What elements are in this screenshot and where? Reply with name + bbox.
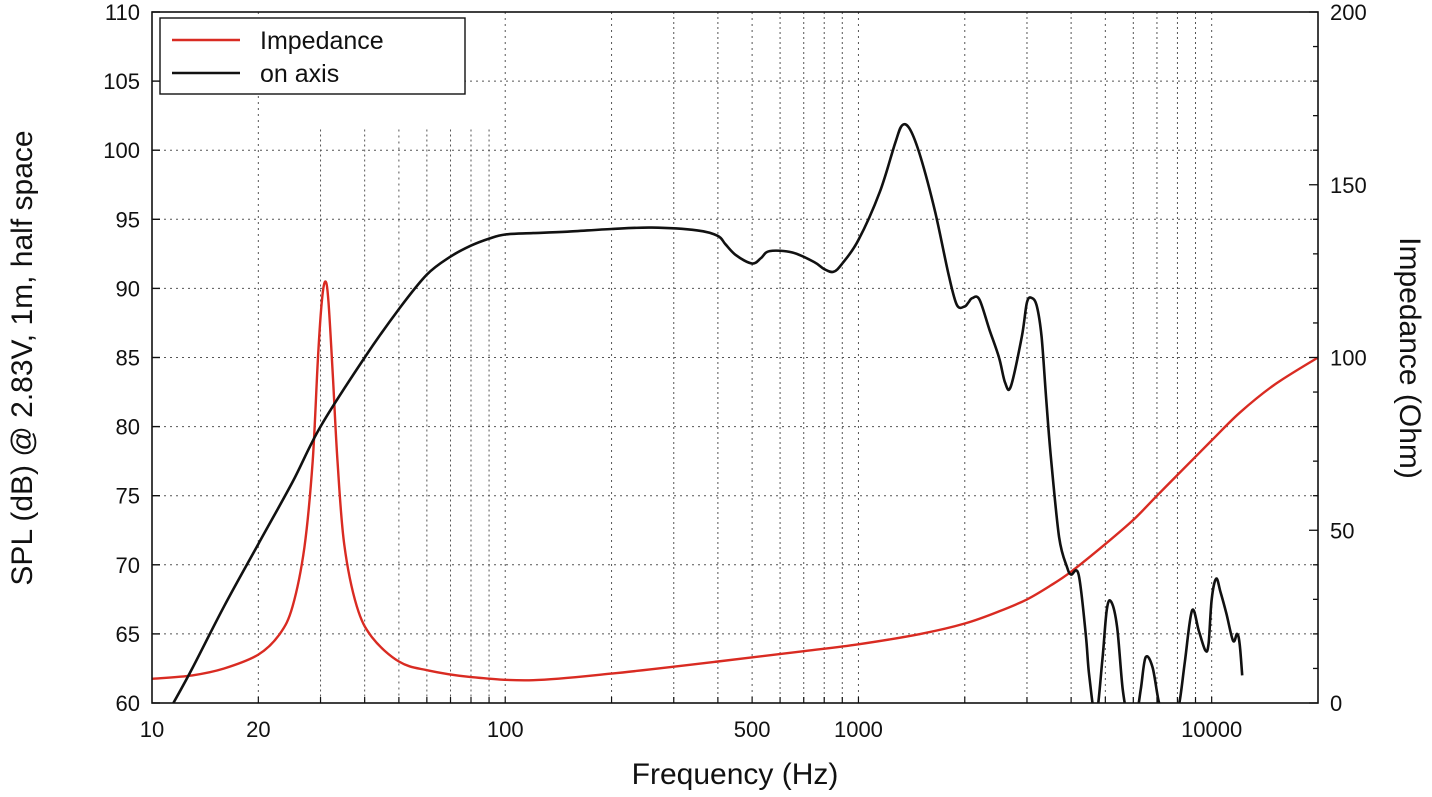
y-tick-label: 100 (103, 138, 140, 163)
grid (152, 12, 1318, 703)
y2-tick-label: 50 (1330, 518, 1354, 543)
x-tick-label: 100 (487, 717, 524, 742)
legend: Impedance on axis (159, 17, 466, 95)
y2-tick-label: 150 (1330, 173, 1367, 198)
y-tick-label: 105 (103, 69, 140, 94)
impedance-line (152, 280, 1318, 682)
legend-label-impedance: Impedance (260, 27, 384, 55)
y2-tick-label: 100 (1330, 346, 1367, 371)
on-axis-line (172, 122, 1244, 703)
y2-tick-label: 0 (1330, 691, 1342, 716)
tick-layer: 60 65 70 75 80 85 90 95 100 105 110 0 50 100 150 200 10 2… (103, 0, 1366, 742)
y-tick-label: 90 (116, 276, 140, 301)
y-tick-label: 110 (105, 0, 140, 25)
legend-box (159, 17, 466, 95)
x-tick-label: 500 (734, 717, 771, 742)
y-axis-label: SPL (dB) @ 2.83V, 1m, half space (6, 130, 39, 585)
y-tick-label: 80 (116, 415, 140, 440)
x-axis-label: Frequency (Hz) (632, 758, 839, 791)
x-tick-label: 20 (246, 717, 270, 742)
x-tick-label: 1000 (834, 717, 883, 742)
y-tick-label: 60 (116, 691, 140, 716)
series-layer (152, 122, 1318, 703)
y-tick-label: 85 (116, 346, 140, 371)
legend-label-on-axis: on axis (260, 60, 339, 88)
y-tick-label: 70 (116, 553, 140, 578)
y-tick-label: 95 (116, 207, 140, 232)
y2-tick-label: 200 (1330, 0, 1367, 25)
y2-axis-label: Impedance (Ohm) (1393, 237, 1426, 479)
x-tick-label: 10000 (1181, 717, 1242, 742)
y-tick-label: 75 (116, 484, 140, 509)
y-tick-label: 65 (116, 622, 140, 647)
x-tick-label: 10 (140, 717, 164, 742)
